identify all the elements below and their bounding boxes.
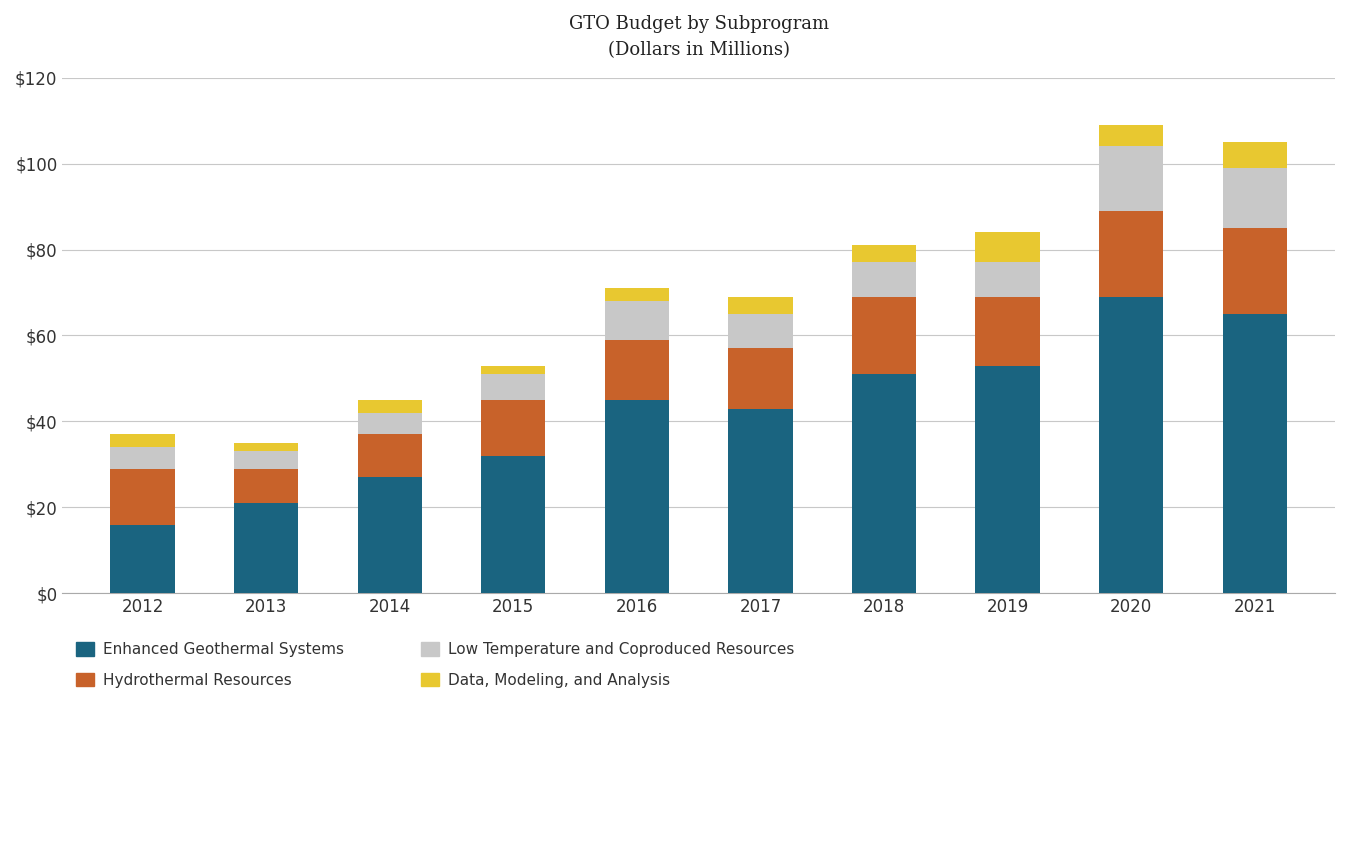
Bar: [605, 301, 670, 340]
Bar: [976, 297, 1040, 365]
Bar: [481, 455, 545, 594]
Bar: [111, 434, 174, 447]
Bar: [605, 340, 670, 400]
Bar: [728, 409, 792, 594]
Bar: [481, 400, 545, 455]
Bar: [111, 447, 174, 469]
Bar: [1099, 211, 1164, 297]
Bar: [1099, 297, 1164, 594]
Bar: [1099, 147, 1164, 211]
Bar: [1223, 168, 1287, 228]
Bar: [728, 314, 792, 349]
Title: GTO Budget by Subprogram
(Dollars in Millions): GTO Budget by Subprogram (Dollars in Mil…: [568, 15, 829, 59]
Bar: [605, 288, 670, 301]
Bar: [234, 503, 298, 594]
Bar: [852, 374, 917, 594]
Bar: [728, 297, 792, 314]
Bar: [234, 451, 298, 469]
Bar: [234, 469, 298, 503]
Bar: [852, 297, 917, 374]
Bar: [481, 365, 545, 374]
Bar: [111, 469, 174, 525]
Bar: [358, 434, 421, 477]
Bar: [481, 374, 545, 400]
Bar: [234, 443, 298, 451]
Bar: [605, 400, 670, 594]
Bar: [358, 413, 421, 434]
Bar: [728, 349, 792, 409]
Bar: [1223, 314, 1287, 594]
Bar: [852, 262, 917, 297]
Bar: [358, 477, 421, 594]
Bar: [1223, 228, 1287, 314]
Bar: [111, 525, 174, 594]
Bar: [1099, 125, 1164, 147]
Bar: [1223, 142, 1287, 168]
Bar: [852, 245, 917, 262]
Bar: [976, 232, 1040, 262]
Bar: [976, 365, 1040, 594]
Bar: [358, 400, 421, 413]
Legend: Enhanced Geothermal Systems, Hydrothermal Resources, Low Temperature and Coprodu: Enhanced Geothermal Systems, Hydrotherma…: [70, 636, 801, 694]
Bar: [976, 262, 1040, 297]
